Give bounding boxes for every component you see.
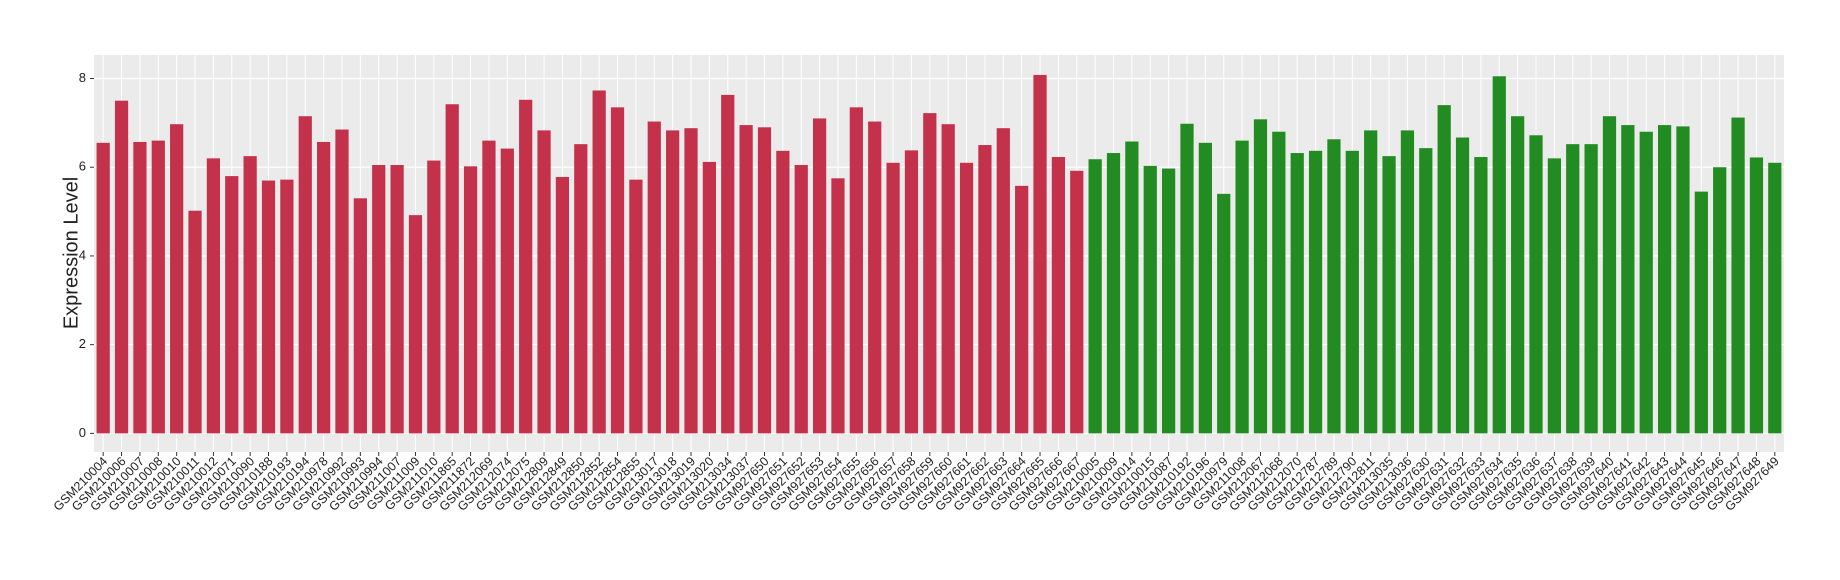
bar — [1731, 117, 1745, 434]
bar — [372, 165, 386, 434]
bar — [188, 210, 202, 434]
bar — [1217, 193, 1231, 434]
bar — [886, 162, 900, 434]
bar — [1382, 156, 1396, 434]
bar — [353, 198, 367, 434]
bar — [445, 104, 459, 434]
bar — [868, 121, 882, 434]
y-tick-label: 6 — [79, 159, 86, 174]
bar — [225, 176, 239, 434]
bar — [1529, 135, 1543, 434]
bar — [941, 124, 955, 434]
bar — [1584, 144, 1598, 434]
bar — [206, 158, 221, 434]
bar — [1015, 185, 1029, 434]
y-tick-label: 8 — [79, 70, 86, 85]
bar — [1308, 150, 1323, 434]
bar — [133, 141, 147, 434]
bar — [739, 125, 753, 434]
bar — [574, 144, 588, 434]
bar — [1437, 105, 1451, 434]
bar — [1768, 162, 1782, 434]
bar — [831, 178, 845, 434]
bar — [1621, 125, 1635, 434]
bar — [243, 156, 257, 434]
bar — [1749, 157, 1764, 434]
bar — [555, 176, 570, 434]
y-tick-label: 4 — [79, 247, 86, 262]
bar — [390, 165, 404, 434]
bar — [1106, 153, 1121, 434]
bar — [1088, 159, 1102, 434]
bar — [702, 161, 716, 434]
bar — [794, 165, 808, 434]
bar — [1602, 116, 1617, 434]
y-tick-label: 2 — [79, 336, 86, 351]
bar — [1070, 170, 1084, 434]
bar — [317, 141, 331, 434]
bar — [996, 128, 1010, 434]
bar — [335, 129, 349, 434]
bar — [776, 150, 790, 434]
bar — [1364, 130, 1378, 434]
bar — [959, 162, 974, 434]
bar — [1125, 141, 1139, 434]
bar — [96, 142, 110, 434]
bar — [757, 127, 772, 434]
bar — [1694, 191, 1708, 434]
bar — [1639, 131, 1653, 434]
bar — [1198, 142, 1212, 434]
bar — [114, 100, 129, 434]
bar — [610, 107, 625, 434]
bar — [1143, 165, 1157, 434]
bar — [1713, 167, 1727, 434]
bar — [482, 140, 496, 434]
bar — [500, 148, 514, 434]
bar — [629, 179, 643, 434]
bar — [1345, 150, 1359, 434]
bar — [1051, 157, 1066, 434]
bar — [592, 90, 606, 434]
bar — [1327, 139, 1341, 434]
bar — [721, 94, 735, 434]
y-tick-label: 0 — [79, 425, 86, 440]
bar — [408, 215, 423, 434]
bar — [666, 130, 680, 434]
bar — [1474, 157, 1488, 434]
bar — [1492, 76, 1506, 434]
bar — [1235, 140, 1249, 434]
bar — [812, 118, 827, 434]
bar — [1033, 74, 1047, 434]
bar — [1419, 148, 1433, 434]
y-axis-title: Expression Level — [60, 177, 82, 329]
bar — [298, 116, 312, 434]
bar — [1566, 144, 1580, 434]
bar — [1290, 153, 1304, 434]
bar — [647, 121, 661, 434]
bar — [1657, 125, 1672, 434]
bar — [170, 124, 184, 434]
bar — [923, 113, 937, 434]
bar — [151, 140, 165, 434]
bar — [1253, 119, 1268, 434]
bar — [463, 166, 478, 434]
bar — [1272, 131, 1286, 434]
bar — [978, 145, 992, 434]
bar — [1400, 130, 1415, 434]
bar — [537, 130, 551, 434]
bar — [904, 150, 919, 434]
bar — [684, 128, 698, 434]
bar — [1511, 116, 1525, 434]
bar — [1455, 137, 1470, 434]
bar — [1547, 158, 1561, 434]
bar — [1676, 126, 1690, 434]
bar — [1180, 123, 1194, 434]
bar — [1162, 168, 1176, 434]
bar — [261, 180, 276, 434]
bar — [427, 160, 441, 434]
bar — [519, 99, 533, 434]
bar — [849, 107, 863, 434]
bar — [280, 179, 294, 434]
